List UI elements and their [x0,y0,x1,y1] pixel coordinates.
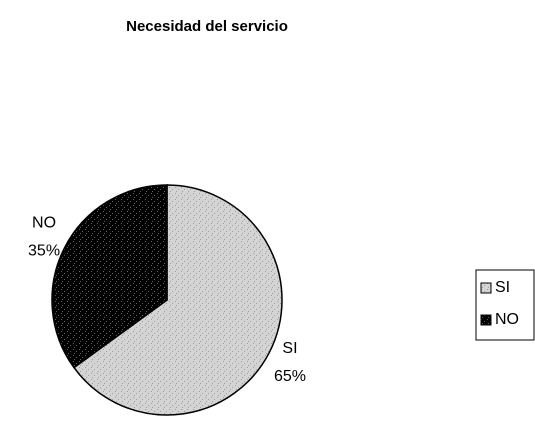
slice-label-value: 65% [274,368,306,385]
legend-label: NO [495,311,519,328]
legend-swatch [480,314,492,326]
legend-swatch [480,282,492,294]
chart-title: Necesidad del servicio [126,18,288,35]
pie-slice [51,184,168,369]
slice-label-name: SI [282,340,297,357]
legend-label: SI [495,279,510,296]
slice-label-value: 35% [28,243,60,260]
legend-box [475,269,535,341]
slice-label-name: NO [32,215,56,232]
pie-slice [72,184,283,416]
